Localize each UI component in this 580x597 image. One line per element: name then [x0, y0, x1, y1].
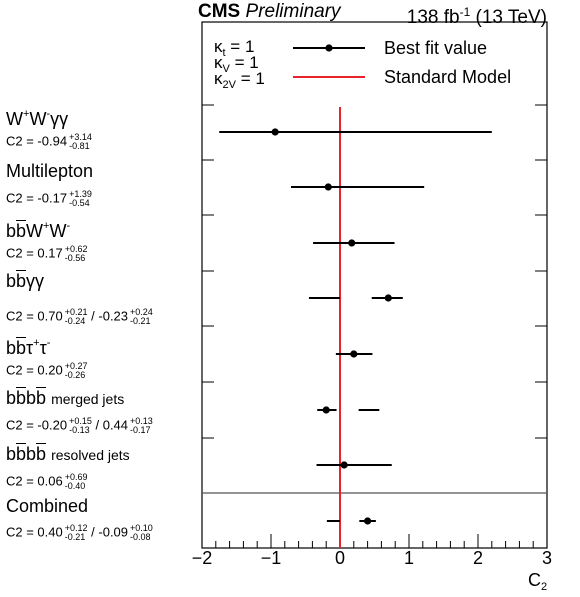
uncert-down: -0.26 — [64, 370, 86, 380]
channel-value-bbww: C2 = 0.17 +0.62 -0.56 — [6, 245, 88, 263]
channel-tag-merged: merged jets — [51, 391, 125, 407]
uncert-up: +0.12 — [64, 523, 88, 533]
uncertainty: +0.15 -0.13 — [69, 417, 92, 435]
uncert-down: -0.08 — [130, 532, 151, 542]
plot-frame — [201, 21, 548, 549]
uncert-down: -0.54 — [69, 198, 90, 208]
best-fit-point — [340, 461, 348, 469]
uncertainty: +3.14 -0.81 — [69, 133, 92, 151]
uncert-down: -0.24 — [64, 316, 86, 326]
legend-kappa-2v: κ2V = 1 — [214, 69, 265, 92]
value-text: C2 = -0.94 — [6, 133, 68, 149]
uncertainty-2: +0.24 -0.21 — [130, 308, 153, 326]
uncert-up: +0.69 — [64, 472, 88, 482]
uncert-up: +1.39 — [69, 189, 92, 199]
channel-value-multilepton: C2 = -0.17 +1.39 -0.54 — [6, 190, 92, 208]
uncert-down: -0.40 — [64, 481, 86, 491]
channel-value-bbgg: C2 = 0.70 +0.21 -0.24 / -0.23 +0.24 -0.21 — [6, 308, 153, 326]
uncert-down: -0.17 — [130, 425, 151, 435]
value-text: C2 = 0.40 — [6, 524, 63, 540]
uncert-up: +0.27 — [64, 361, 88, 371]
lumi-energy: (13 TeV) — [475, 7, 547, 28]
experiment-status: Preliminary — [245, 1, 341, 22]
experiment-name: CMS — [198, 1, 241, 22]
channel-label-combined: Combined — [6, 496, 89, 516]
x-tick-label: 0 — [334, 548, 345, 568]
uncertainty: +0.12 -0.21 — [65, 524, 88, 542]
value-text: C2 = 0.06 — [6, 473, 63, 489]
uncertainty: +0.69 -0.40 — [65, 473, 88, 491]
uncert-up: +0.21 — [64, 307, 88, 317]
uncert-up: +3.14 — [69, 132, 92, 142]
uncertainty: +0.62 -0.56 — [65, 245, 88, 263]
kappa-2v-value: = 1 — [240, 69, 265, 88]
uncert-up: +0.13 — [130, 416, 153, 426]
second-value-text: / -0.23 — [91, 308, 129, 324]
channel-value-bbbb-merged: C2 = -0.20 +0.15 -0.13 / 0.44 +0.13 -0.17 — [6, 417, 153, 435]
header-experiment: CMS Preliminary — [198, 1, 341, 23]
uncert-down: -0.56 — [64, 253, 86, 263]
channel-tag-resolved: resolved jets — [51, 447, 130, 463]
lumi-exponent: -1 — [459, 5, 471, 19]
channel-value-combined: C2 = 0.40 +0.12 -0.21 / -0.09 +0.10 -0.08 — [6, 524, 153, 542]
x-tick-label: −1 — [260, 548, 282, 568]
value-text: C2 = -0.17 — [6, 190, 68, 206]
value-text: C2 = -0.20 — [6, 417, 68, 433]
x-tick-label: 2 — [472, 548, 483, 568]
best-fit-point — [384, 294, 392, 302]
best-fit-point — [348, 239, 356, 247]
channel-label-bbgg: bbγγ — [6, 271, 45, 291]
uncertainty: +0.21 -0.24 — [65, 308, 88, 326]
kappa-v-value: = 1 — [234, 53, 259, 72]
value-text: C2 = 0.20 — [6, 362, 63, 378]
x-axis-label: C2 — [528, 570, 548, 593]
kappa-t-value: = 1 — [230, 37, 255, 56]
x-tick-label: 3 — [541, 548, 552, 568]
header-luminosity: 138 fb-1 (13 TeV) — [407, 1, 547, 29]
legend-best-fit-marker — [325, 44, 333, 52]
channel-value-bbtt: C2 = 0.20 +0.27 -0.26 — [6, 362, 88, 380]
x-tick-label: −2 — [191, 548, 213, 568]
best-fit-point — [350, 350, 358, 358]
value-text: C2 = 0.70 — [6, 308, 63, 324]
channel-value-wwgg: C2 = -0.94 +3.14 -0.81 — [6, 133, 92, 151]
channel-label-bbbb-merged: bbbb merged jets — [6, 388, 125, 408]
uncertainty-2: +0.13 -0.17 — [130, 417, 153, 435]
uncertainty: +1.39 -0.54 — [69, 190, 92, 208]
uncert-up: +0.62 — [64, 244, 88, 254]
lumi-value: 138 fb — [406, 7, 460, 28]
uncertainty: +0.27 -0.26 — [65, 362, 88, 380]
legend-sm-label: Standard Model — [384, 67, 512, 87]
uncert-up: +0.24 — [130, 307, 153, 317]
uncertainty-2: +0.10 -0.08 — [130, 524, 153, 542]
uncert-down: -0.81 — [69, 141, 90, 151]
best-fit-point — [322, 406, 330, 414]
best-fit-point — [271, 128, 279, 136]
value-text: C2 = 0.17 — [6, 245, 63, 261]
x-axis-label-sub: 2 — [541, 581, 548, 593]
uncert-up: +0.10 — [130, 523, 153, 533]
best-fit-point — [364, 517, 372, 525]
channel-label-multilepton: Multilepton — [6, 161, 94, 181]
uncert-up: +0.15 — [69, 416, 92, 426]
legend-kappa-v: κV = 1 — [214, 53, 259, 76]
channel-label-bbww: bbW+W- — [6, 220, 71, 241]
uncert-down: -0.21 — [130, 316, 151, 326]
legend-kappa-t: κt = 1 — [214, 37, 255, 60]
uncert-down: -0.21 — [64, 532, 86, 542]
x-tick-label: 1 — [403, 548, 414, 568]
second-value-text: / -0.09 — [91, 524, 129, 540]
channel-value-bbbb-resolved: C2 = 0.06 +0.69 -0.40 — [6, 473, 88, 491]
channel-label-bbtt: bbτ+τ- — [6, 337, 51, 358]
channel-label-wwgg: W+W-γγ — [6, 108, 69, 129]
legend-best-fit-label: Best fit value — [384, 38, 488, 58]
second-value-text: / 0.44 — [95, 417, 129, 433]
channel-label-bbbb-resolved: bbbb resolved jets — [6, 444, 130, 464]
uncert-down: -0.13 — [69, 425, 90, 435]
best-fit-point — [324, 183, 332, 191]
